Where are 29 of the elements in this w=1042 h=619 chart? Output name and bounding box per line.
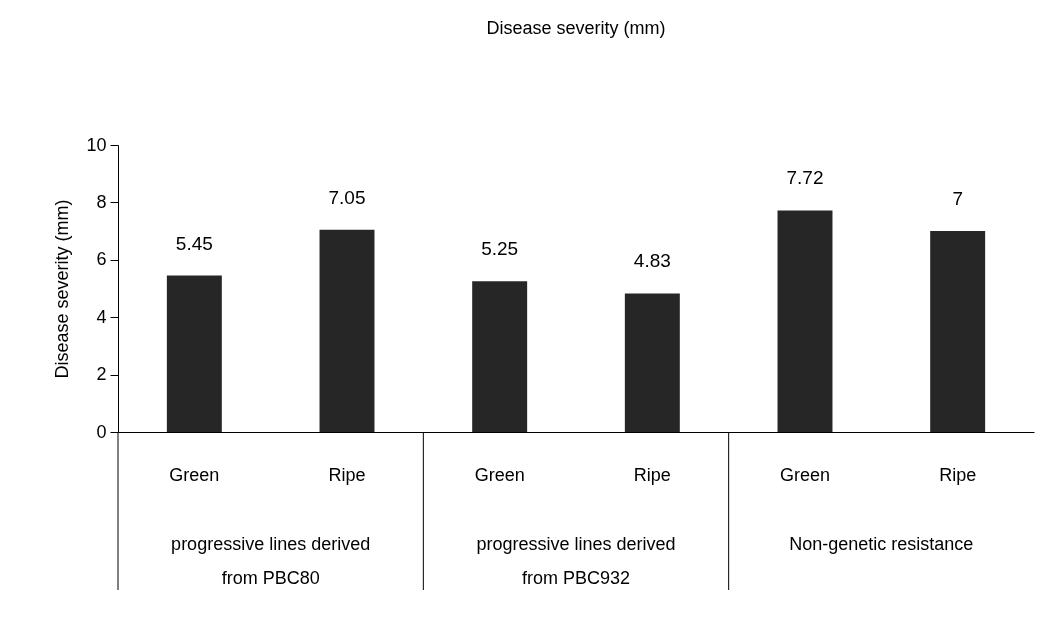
- x-tick-label: Green: [779, 464, 831, 485]
- y-tick-label: 0: [96, 421, 107, 442]
- y-tick-label: 10: [86, 134, 107, 155]
- y-tick-label: 4: [96, 306, 107, 327]
- y-axis-title: Disease severity (mm): [52, 199, 73, 379]
- y-tick-label: 8: [96, 191, 107, 212]
- y-tick-label: 6: [96, 249, 107, 270]
- data-label: 7.05: [328, 186, 366, 208]
- x-tick-label: Ripe: [328, 464, 366, 485]
- bar: [319, 229, 375, 432]
- data-label: 7: [952, 188, 963, 210]
- data-label: 5.25: [481, 238, 519, 260]
- data-label: 7.72: [786, 167, 824, 189]
- data-label: 4.83: [633, 250, 671, 272]
- text: Non-genetic resistance: [789, 534, 974, 554]
- bar: [777, 210, 833, 432]
- x-tick-label: Ripe: [633, 464, 671, 485]
- text: progressive lines derived from PBC932: [476, 534, 676, 588]
- chart-title: Disease severity (mm): [486, 18, 666, 38]
- x-tick-label: Green: [169, 464, 220, 485]
- y-tick-label: 2: [96, 364, 107, 385]
- bar: [472, 281, 528, 432]
- bar: [624, 293, 680, 432]
- data-label: 5.45: [175, 232, 213, 254]
- x-tick-label: Green: [474, 464, 525, 485]
- x-tick-label: Ripe: [939, 464, 977, 485]
- bar: [166, 275, 222, 432]
- bar: [930, 231, 986, 432]
- text: progressive lines derived from PBC80: [171, 534, 371, 588]
